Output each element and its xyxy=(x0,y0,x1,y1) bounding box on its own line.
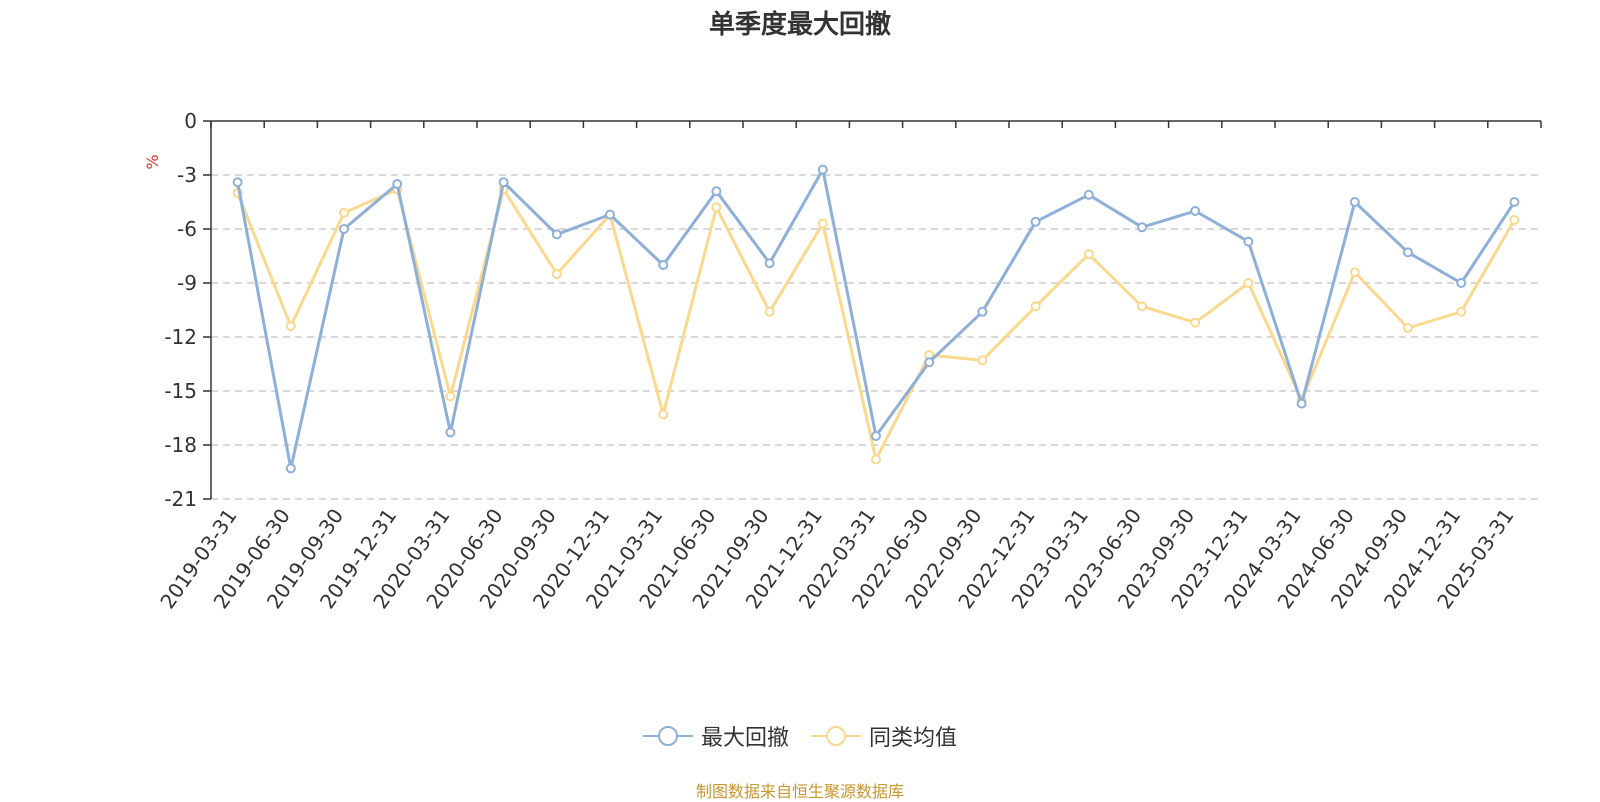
y-axis-unit-label: % xyxy=(143,154,162,169)
legend-item-series-2[interactable]: 同类均值 xyxy=(811,720,957,752)
data-point-series-1[interactable] xyxy=(1509,197,1520,207)
legend-marker-icon xyxy=(811,726,861,746)
data-point-series-1[interactable] xyxy=(605,209,615,220)
data-point-series-2[interactable] xyxy=(551,269,562,279)
data-point-series-2[interactable] xyxy=(1403,323,1413,333)
data-point-series-1[interactable] xyxy=(711,186,722,197)
y-tick-label: -21 xyxy=(164,487,197,511)
data-point-series-1[interactable] xyxy=(1403,247,1413,258)
legend-item-series-1[interactable]: 最大回撤 xyxy=(642,720,789,752)
legend-label-series-2: 同类均值 xyxy=(869,726,958,751)
data-point-series-1[interactable] xyxy=(1083,189,1094,200)
data-point-series-2[interactable] xyxy=(658,409,669,420)
data-point-series-1[interactable] xyxy=(1456,278,1467,288)
y-tick-label: -15 xyxy=(164,379,197,403)
data-point-series-1[interactable] xyxy=(658,260,669,270)
data-point-series-2[interactable] xyxy=(1349,267,1360,278)
data-point-series-2[interactable] xyxy=(977,355,988,366)
data-point-series-2[interactable] xyxy=(1243,278,1254,288)
data-point-series-2[interactable] xyxy=(871,454,881,465)
data-point-series-2[interactable] xyxy=(339,207,349,218)
data-point-series-1[interactable] xyxy=(339,224,349,234)
source-note: 制图数据来自恒生聚源数据库 xyxy=(695,782,904,801)
data-point-series-1[interactable] xyxy=(498,177,509,188)
legend: 最大回撤 同类均值 xyxy=(0,720,1600,752)
data-point-series-1[interactable] xyxy=(1349,197,1360,207)
data-point-series-2[interactable] xyxy=(711,202,722,213)
data-point-series-1[interactable] xyxy=(232,177,243,188)
data-point-series-2[interactable] xyxy=(1190,317,1201,328)
data-point-series-1[interactable] xyxy=(285,463,296,474)
grid-layer xyxy=(211,174,1541,500)
legend-marker-icon xyxy=(642,726,693,746)
y-tick-label: -12 xyxy=(164,325,197,349)
data-point-series-2[interactable] xyxy=(285,321,296,332)
data-point-series-1[interactable] xyxy=(871,431,881,441)
legend-label-series-1: 最大回撤 xyxy=(700,726,789,751)
data-point-series-2[interactable] xyxy=(445,391,456,402)
data-point-series-1[interactable] xyxy=(392,179,403,189)
axis-layer: 0-3-6-9-12-15-18-212019-03-312019-06-302… xyxy=(155,109,1542,613)
series-layer xyxy=(232,164,1520,474)
data-point-series-1[interactable] xyxy=(977,306,988,317)
chart-title: 单季度最大回撤 xyxy=(708,10,891,40)
data-point-series-2[interactable] xyxy=(1456,306,1467,317)
data-point-series-1[interactable] xyxy=(924,357,935,368)
data-point-series-1[interactable] xyxy=(1137,222,1147,233)
y-tick-label: -18 xyxy=(164,433,197,457)
data-point-series-1[interactable] xyxy=(551,229,562,240)
data-point-series-1[interactable] xyxy=(1296,398,1307,409)
data-point-series-2[interactable] xyxy=(1030,301,1041,312)
y-tick-label: -3 xyxy=(177,163,197,187)
data-point-series-2[interactable] xyxy=(1137,301,1147,312)
data-point-series-2[interactable] xyxy=(1083,249,1094,260)
y-tick-label: 0 xyxy=(184,109,197,133)
data-point-series-2[interactable] xyxy=(817,218,828,229)
data-point-series-1[interactable] xyxy=(764,258,775,269)
data-point-series-1[interactable] xyxy=(445,427,456,438)
y-tick-label: -9 xyxy=(177,271,197,295)
data-point-series-1[interactable] xyxy=(1030,216,1041,227)
data-point-series-1[interactable] xyxy=(1190,206,1201,216)
data-point-series-1[interactable] xyxy=(1243,236,1254,247)
data-point-series-1[interactable] xyxy=(817,164,828,175)
data-point-series-2[interactable] xyxy=(764,306,775,317)
y-tick-label: -6 xyxy=(177,217,197,241)
data-point-series-2[interactable] xyxy=(1509,215,1520,225)
